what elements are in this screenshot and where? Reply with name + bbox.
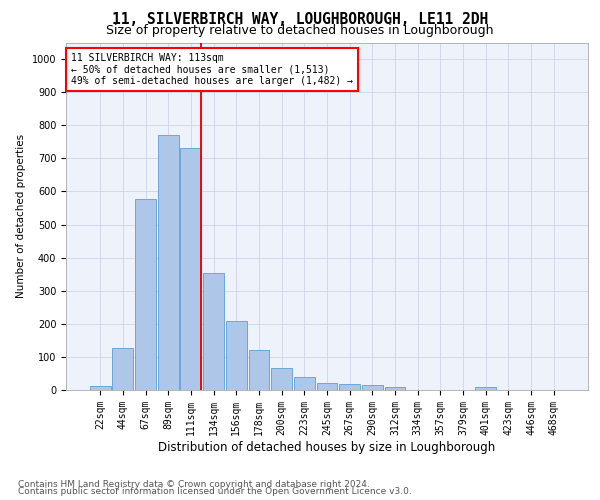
Text: Size of property relative to detached houses in Loughborough: Size of property relative to detached ho… xyxy=(106,24,494,37)
Bar xyxy=(158,135,179,390)
Bar xyxy=(385,388,406,390)
Bar xyxy=(135,198,156,390)
Bar xyxy=(271,368,292,390)
Bar xyxy=(203,272,224,390)
Bar xyxy=(181,148,202,390)
Bar xyxy=(90,386,110,390)
Bar xyxy=(294,377,315,390)
Y-axis label: Number of detached properties: Number of detached properties xyxy=(16,134,26,298)
Text: 11 SILVERBIRCH WAY: 113sqm
← 50% of detached houses are smaller (1,513)
49% of s: 11 SILVERBIRCH WAY: 113sqm ← 50% of deta… xyxy=(71,53,353,86)
Bar xyxy=(112,348,133,390)
Text: 11, SILVERBIRCH WAY, LOUGHBOROUGH, LE11 2DH: 11, SILVERBIRCH WAY, LOUGHBOROUGH, LE11 … xyxy=(112,12,488,28)
Bar xyxy=(226,320,247,390)
Bar xyxy=(248,350,269,390)
Text: Contains HM Land Registry data © Crown copyright and database right 2024.: Contains HM Land Registry data © Crown c… xyxy=(18,480,370,489)
Text: Contains public sector information licensed under the Open Government Licence v3: Contains public sector information licen… xyxy=(18,487,412,496)
X-axis label: Distribution of detached houses by size in Loughborough: Distribution of detached houses by size … xyxy=(158,440,496,454)
Bar xyxy=(339,384,360,390)
Bar xyxy=(475,388,496,390)
Bar xyxy=(317,384,337,390)
Bar xyxy=(362,385,383,390)
